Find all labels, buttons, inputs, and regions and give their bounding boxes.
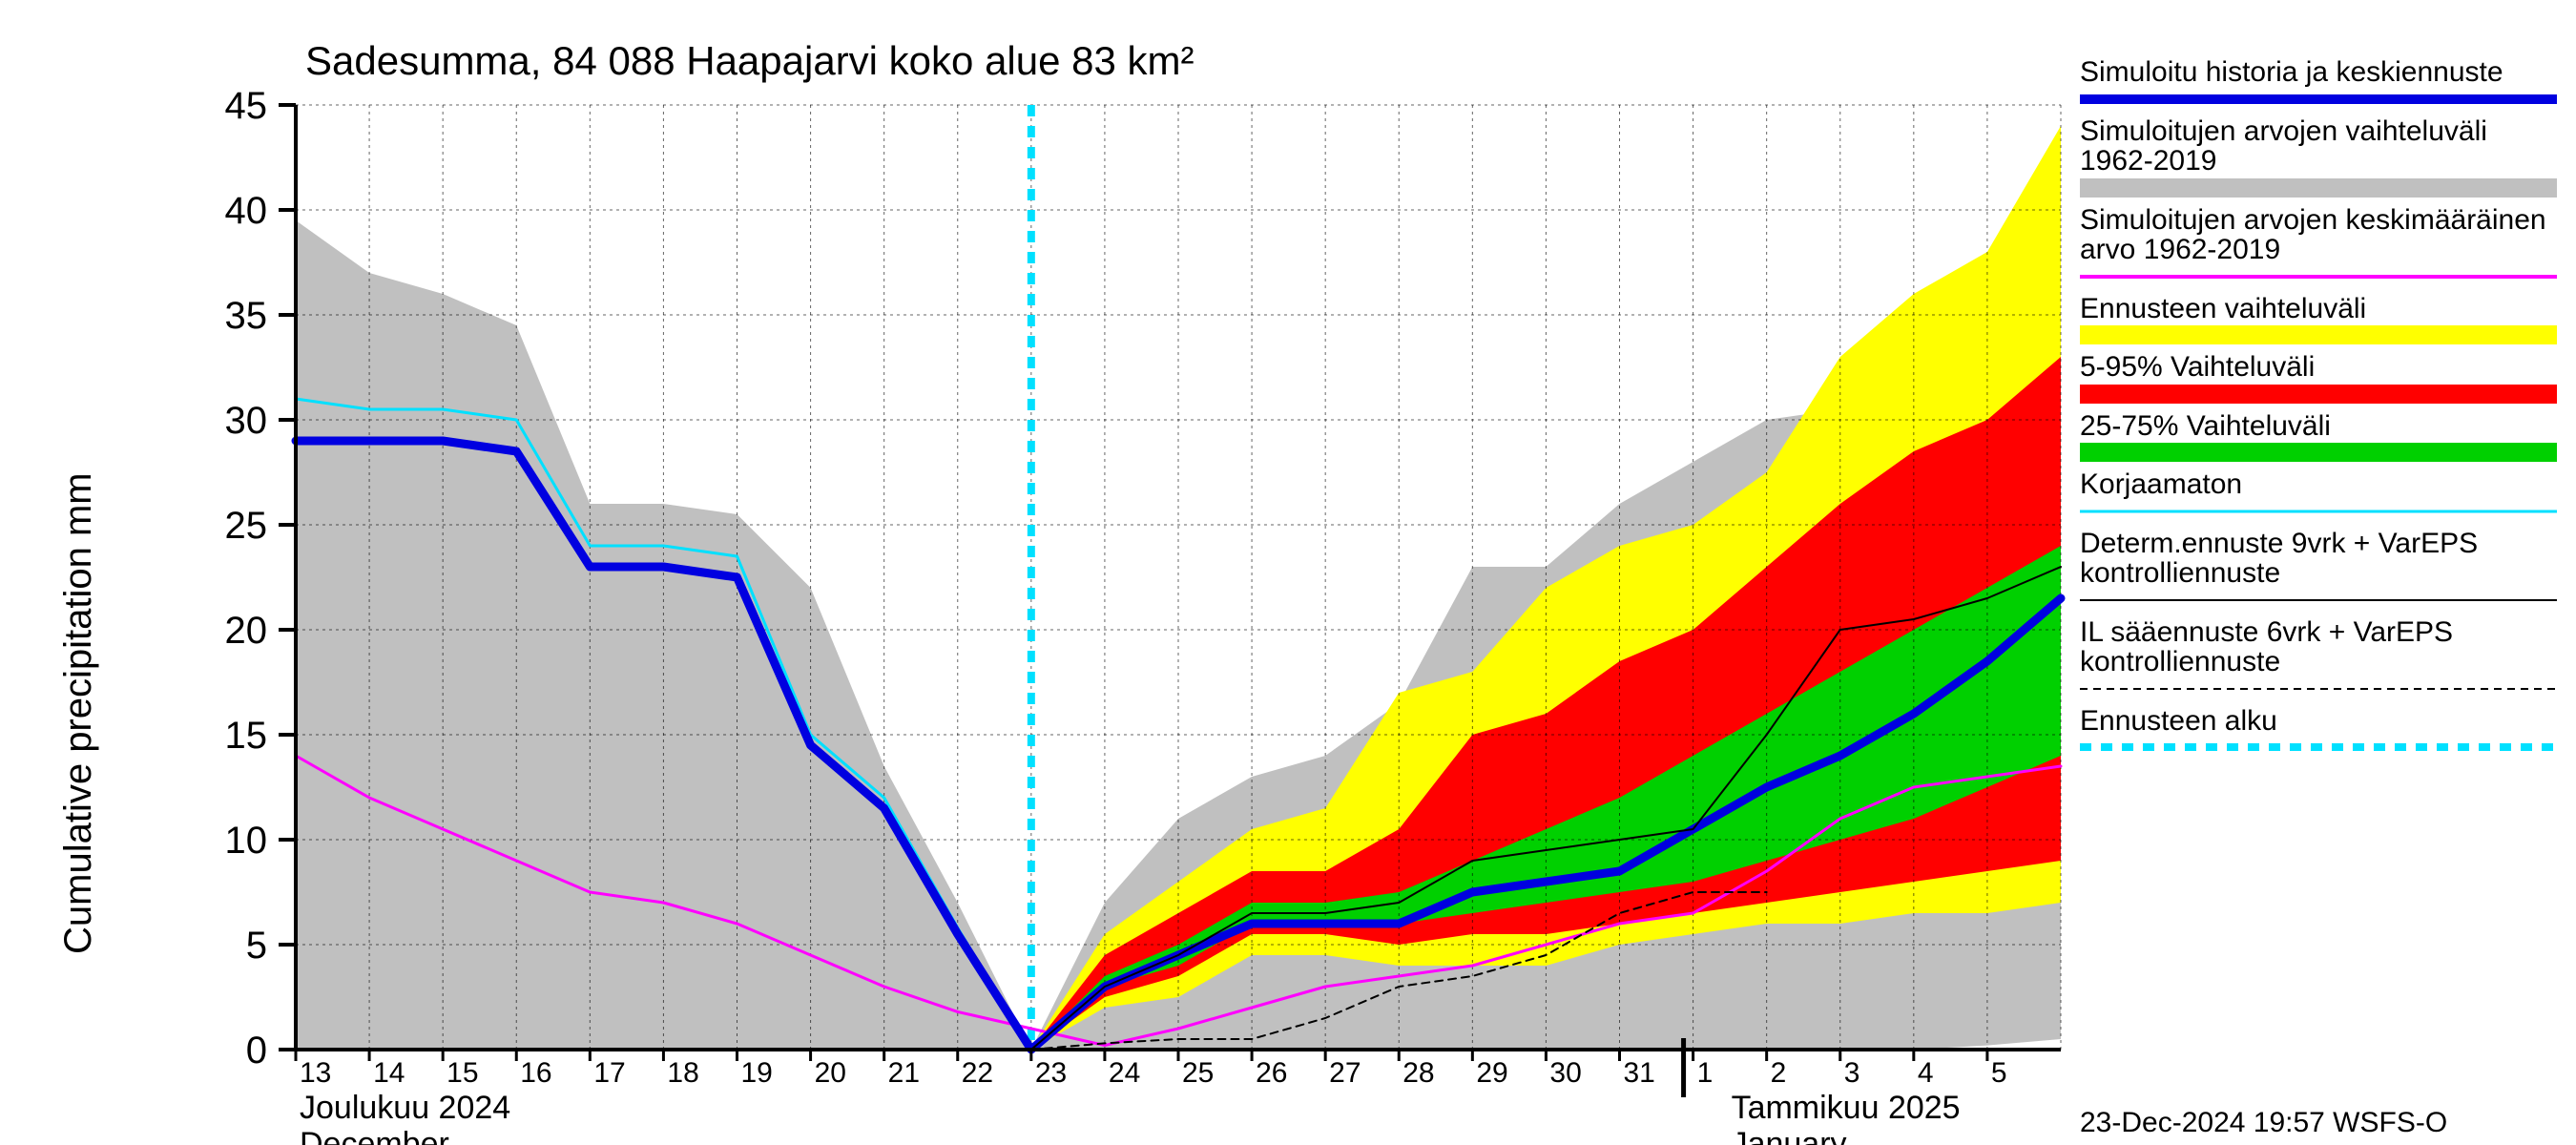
x-tick-label: 3 <box>1844 1057 1860 1089</box>
legend-swatch <box>2080 677 2557 700</box>
footer-timestamp: 23-Dec-2024 19:57 WSFS-O <box>2080 1107 2447 1139</box>
legend-item: Ennusteen alku <box>2080 706 2557 760</box>
legend-item: IL sääennuste 6vrk + VarEPS kontrollienn… <box>2080 617 2557 700</box>
legend-swatch <box>2080 736 2557 759</box>
legend-label: Korjaamaton <box>2080 469 2557 500</box>
legend-swatch <box>2080 88 2557 111</box>
x-tick-label: 31 <box>1624 1057 1655 1089</box>
legend: Simuloitu historia ja keskiennuste Simulo… <box>2080 57 2557 764</box>
month-label-left-1: Joulukuu 2024 <box>300 1090 510 1126</box>
x-tick-label: 4 <box>1918 1057 1934 1089</box>
chart-title: Sadesumma, 84 088 Haapajarvi koko alue 8… <box>305 38 1195 84</box>
legend-label: Ennusteen alku <box>2080 706 2557 737</box>
legend-swatch <box>2080 589 2557 612</box>
legend-swatch <box>2080 500 2557 523</box>
legend-item: Determ.ennuste 9vrk + VarEPS kontrollien… <box>2080 529 2557 612</box>
legend-item: 25-75% Vaihteluväli <box>2080 411 2557 465</box>
x-tick-label: 22 <box>962 1057 993 1089</box>
y-tick-label: 30 <box>225 400 268 442</box>
legend-item: Simuloitujen arvojen vaihteluväli 1962-2… <box>2080 116 2557 199</box>
legend-swatch <box>2080 177 2557 199</box>
y-tick-label: 25 <box>225 505 268 547</box>
y-tick-label: 0 <box>246 1030 267 1072</box>
legend-swatch <box>2080 323 2557 346</box>
legend-label: 5-95% Vaihteluväli <box>2080 352 2557 383</box>
legend-item: Ennusteen vaihteluväli <box>2080 294 2557 347</box>
y-axis-label: Cumulative precipitation mm <box>57 472 100 954</box>
x-tick-label: 17 <box>593 1057 625 1089</box>
x-tick-label: 25 <box>1182 1057 1214 1089</box>
x-tick-label: 20 <box>815 1057 846 1089</box>
y-tick-label: 5 <box>246 925 267 967</box>
y-tick-label: 20 <box>225 610 268 652</box>
x-tick-label: 16 <box>520 1057 551 1089</box>
legend-label: 25-75% Vaihteluväli <box>2080 411 2557 442</box>
legend-label: IL sääennuste 6vrk + VarEPS kontrollienn… <box>2080 617 2557 677</box>
x-tick-label: 30 <box>1549 1057 1581 1089</box>
x-tick-label: 24 <box>1109 1057 1140 1089</box>
y-tick-label: 40 <box>225 190 268 232</box>
x-tick-label: 27 <box>1329 1057 1361 1089</box>
x-tick-label: 28 <box>1402 1057 1434 1089</box>
x-tick-label: 1 <box>1697 1057 1714 1089</box>
x-tick-label: 23 <box>1035 1057 1067 1089</box>
x-tick-label: 18 <box>667 1057 698 1089</box>
chart-container: 0510152025303540451314151617181920212223… <box>0 0 2576 1145</box>
legend-item: Simuloitu historia ja keskiennuste <box>2080 57 2557 111</box>
month-label-right-1: Tammikuu 2025 <box>1732 1090 1961 1126</box>
x-tick-label: 21 <box>888 1057 920 1089</box>
x-tick-label: 2 <box>1771 1057 1787 1089</box>
legend-swatch <box>2080 383 2557 406</box>
legend-label: Determ.ennuste 9vrk + VarEPS kontrollien… <box>2080 529 2557 589</box>
legend-item: Simuloitujen arvojen keskimääräinen arvo… <box>2080 205 2557 288</box>
legend-swatch <box>2080 265 2557 288</box>
x-tick-label: 14 <box>373 1057 405 1089</box>
legend-label: Simuloitujen arvojen vaihteluväli 1962-2… <box>2080 116 2557 177</box>
legend-label: Simuloitu historia ja keskiennuste <box>2080 57 2557 88</box>
x-tick-label: 29 <box>1476 1057 1507 1089</box>
x-tick-label: 19 <box>741 1057 773 1089</box>
legend-label: Ennusteen vaihteluväli <box>2080 294 2557 324</box>
month-label-left-2: December <box>300 1126 449 1145</box>
legend-item: 5-95% Vaihteluväli <box>2080 352 2557 406</box>
y-tick-label: 45 <box>225 85 268 127</box>
y-tick-label: 35 <box>225 295 268 337</box>
legend-label: Simuloitujen arvojen keskimääräinen arvo… <box>2080 205 2557 265</box>
y-tick-label: 15 <box>225 715 268 757</box>
x-tick-label: 13 <box>300 1057 331 1089</box>
legend-swatch <box>2080 441 2557 464</box>
legend-item: Korjaamaton <box>2080 469 2557 523</box>
x-tick-label: 5 <box>1991 1057 2007 1089</box>
month-label-right-2: January <box>1732 1126 1847 1145</box>
x-tick-label: 26 <box>1256 1057 1287 1089</box>
x-tick-label: 15 <box>447 1057 478 1089</box>
y-tick-label: 10 <box>225 820 268 862</box>
